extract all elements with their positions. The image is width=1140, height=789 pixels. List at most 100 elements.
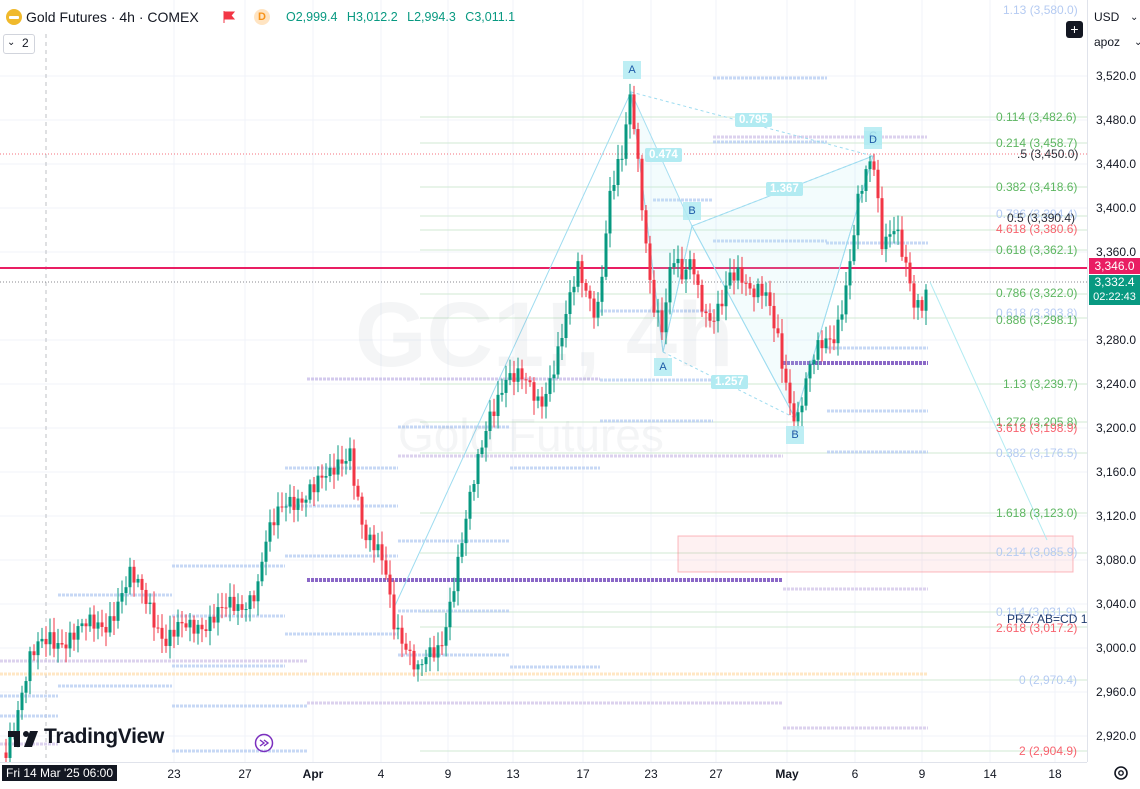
candle-body (180, 621, 184, 624)
tradingview-logo-icon[interactable] (6, 723, 42, 751)
indicators-collapse-button[interactable]: ⌄ 2 (3, 34, 35, 54)
chevron-down-icon[interactable]: ⌄ (1134, 37, 1140, 48)
candle-body (216, 607, 220, 623)
fib-level-label: 1.13 (3,580.0) (1003, 3, 1078, 17)
flag-icon[interactable] (222, 10, 236, 24)
candle-body (844, 285, 848, 315)
candle-body (428, 647, 432, 658)
price-axis-label: 2,920.0 (1096, 729, 1137, 743)
fib-level-label: 2 (2,904.9) (1019, 744, 1078, 758)
candle-body (240, 604, 244, 610)
candle-body (768, 292, 772, 306)
candle-body (884, 236, 888, 250)
candle-body (256, 581, 260, 602)
candle-body (616, 158, 620, 186)
fib-level-label: 0 (2,970.4) (1019, 673, 1078, 687)
chevron-down-icon: ⌄ (7, 37, 16, 48)
candle-body (504, 379, 508, 393)
candle-body (72, 632, 76, 640)
candle-body (156, 627, 160, 629)
candle-body (804, 378, 808, 406)
replay-icon[interactable] (254, 733, 274, 753)
tradingview-logo-text[interactable]: TradingView (44, 725, 165, 748)
chart-canvas[interactable] (0, 0, 1087, 762)
candle-body (712, 320, 716, 322)
candle-body (744, 282, 748, 284)
candle-body (212, 616, 216, 623)
candle-body (52, 632, 56, 649)
candle-body (40, 638, 44, 642)
candle-body (688, 259, 692, 270)
candle-body (268, 522, 272, 542)
fib-level-label: 0.618 (3,303.8) (996, 306, 1078, 320)
low-value: L2,994.3 (407, 10, 456, 24)
pattern-ratio-label: 0.795 (735, 113, 772, 127)
candle-body (800, 405, 804, 413)
candle-body (148, 602, 152, 604)
price-axis-label: 3,480.0 (1096, 113, 1137, 127)
pattern-ratio-label: 1.257 (711, 375, 748, 389)
fib-level-label: 1.272 (3,205.8) (996, 415, 1078, 429)
candle-body (532, 382, 536, 401)
candle-body (224, 607, 228, 609)
dividends-badge[interactable]: D (254, 9, 270, 25)
candle-body (584, 283, 588, 291)
candle-body (912, 283, 916, 308)
candle-body (28, 651, 32, 682)
fib-level-label: 0.214 (3,085.9) (996, 545, 1078, 559)
gear-icon[interactable] (1112, 764, 1130, 782)
candle-body (364, 524, 368, 541)
candle-body (152, 602, 156, 628)
chart-header: Gold Futures · 4h · COMEX D O2,999.4 H3,… (0, 0, 1087, 34)
candle-body (144, 589, 148, 604)
name-watermark: Gold Futures (398, 409, 664, 461)
candle-body (668, 267, 672, 303)
price-axis-label: 3,360.0 (1096, 245, 1137, 259)
candle-body (472, 484, 476, 492)
candle-body (332, 467, 336, 475)
time-axis-label: 17 (576, 767, 590, 781)
candle-body (352, 448, 356, 486)
candle-body (384, 560, 388, 575)
chevron-down-icon[interactable]: ⌄ (1130, 12, 1139, 23)
add-plus-icon[interactable]: + (1066, 21, 1083, 38)
price-axis-label: 2,960.0 (1096, 685, 1137, 699)
candle-body (128, 566, 132, 588)
time-axis[interactable] (0, 762, 1087, 789)
price-axis-label: 3,120.0 (1096, 509, 1137, 523)
candle-body (340, 459, 344, 464)
time-axis-label: 18 (1048, 767, 1062, 781)
currency-select[interactable]: USD (1094, 10, 1120, 24)
candle-body (336, 459, 340, 475)
prz-label: PRZ: AB=CD 12 (1007, 612, 1095, 626)
candle-body (900, 229, 904, 257)
candle-body (588, 290, 592, 299)
candle-body (468, 491, 472, 519)
pattern-point-label: D (864, 131, 882, 149)
gold-symbol-icon[interactable] (6, 9, 22, 25)
price-axis-label: 3,080.0 (1096, 553, 1137, 567)
candle-body (836, 319, 840, 344)
candle-body (784, 368, 788, 383)
candle-body (808, 364, 812, 379)
price-axis[interactable] (1087, 0, 1140, 762)
candle-body (20, 692, 24, 711)
candle-body (412, 650, 416, 670)
symbol-title[interactable]: Gold Futures · 4h · COMEX (26, 9, 199, 25)
candle-body (852, 235, 856, 262)
candle-body (544, 393, 548, 407)
candle-body (788, 382, 792, 404)
candle-body (276, 506, 280, 526)
candle-body (288, 496, 292, 507)
price-axis-label: 3,240.0 (1096, 377, 1137, 391)
unit-select[interactable]: apoz (1094, 35, 1121, 49)
candle-body (548, 378, 552, 394)
fib-level-label: 0.786 (3,394.4) (996, 207, 1078, 221)
time-axis-label: Apr (302, 767, 324, 781)
candle-body (448, 601, 452, 628)
candle-body (324, 476, 328, 478)
candle-body (464, 518, 468, 544)
fib-level-label: 0.382 (3,418.6) (996, 180, 1078, 194)
candle-body (580, 261, 584, 284)
candle-body (8, 735, 12, 758)
